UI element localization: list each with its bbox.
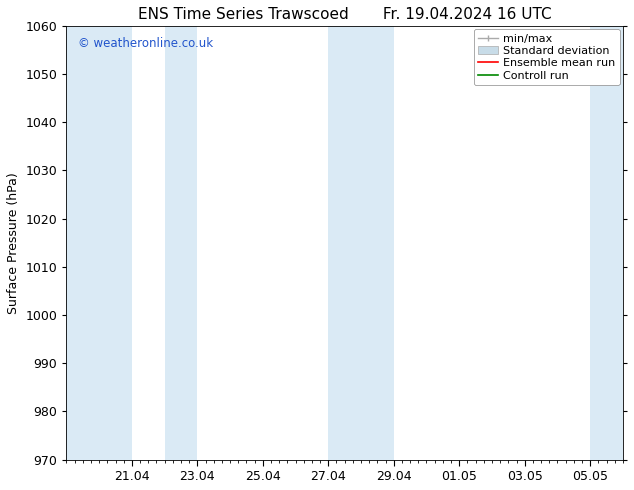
Title: ENS Time Series Trawscoed       Fr. 19.04.2024 16 UTC: ENS Time Series Trawscoed Fr. 19.04.2024… [138, 7, 552, 22]
Bar [328, 26, 394, 460]
Bar [67, 26, 132, 460]
Bar [590, 26, 623, 460]
Y-axis label: Surface Pressure (hPa): Surface Pressure (hPa) [7, 172, 20, 314]
Text: © weatheronline.co.uk: © weatheronline.co.uk [77, 37, 212, 49]
Bar [165, 26, 197, 460]
Legend: min/max, Standard deviation, Ensemble mean run, Controll run: min/max, Standard deviation, Ensemble me… [474, 29, 619, 85]
